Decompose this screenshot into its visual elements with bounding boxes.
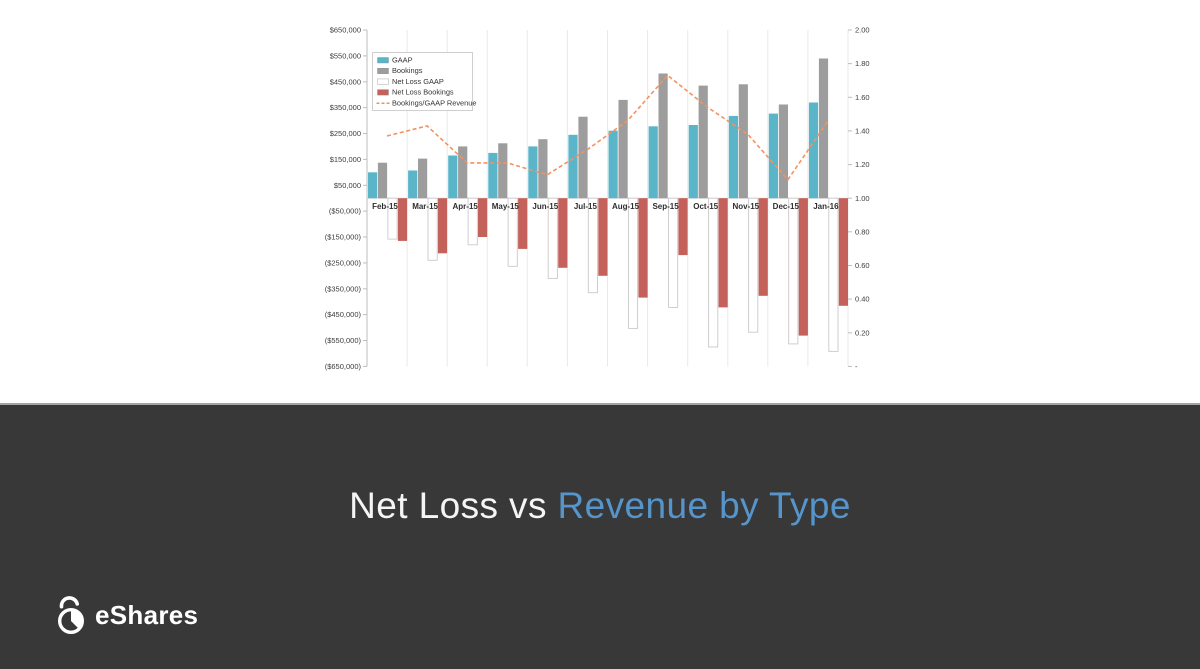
svg-text:May-15: May-15 bbox=[492, 202, 520, 211]
svg-text:Net Loss GAAP: Net Loss GAAP bbox=[392, 77, 444, 86]
brand-name: eShares bbox=[95, 599, 199, 630]
svg-text:1.40: 1.40 bbox=[855, 127, 870, 136]
svg-text:Mar-15: Mar-15 bbox=[412, 202, 438, 211]
svg-text:1.80: 1.80 bbox=[855, 59, 870, 68]
svg-text:$450,000: $450,000 bbox=[330, 77, 361, 86]
svg-text:$250,000: $250,000 bbox=[330, 129, 361, 138]
brand-logo: eShares bbox=[56, 595, 198, 635]
svg-text:-: - bbox=[855, 362, 858, 371]
svg-text:Net Loss Bookings: Net Loss Bookings bbox=[392, 88, 454, 97]
svg-text:$350,000: $350,000 bbox=[330, 103, 361, 112]
svg-text:Nov-15: Nov-15 bbox=[732, 202, 759, 211]
svg-text:Oct-15: Oct-15 bbox=[693, 202, 718, 211]
svg-text:Dec-15: Dec-15 bbox=[773, 202, 800, 211]
svg-text:1.60: 1.60 bbox=[855, 93, 870, 102]
chart-area: Feb-15 Mar-15 Apr-15 May-15 Jun-15 Jul-15 Aug-… bbox=[325, 26, 870, 371]
svg-text:($250,000): ($250,000) bbox=[325, 259, 362, 268]
svg-text:0.20: 0.20 bbox=[855, 328, 870, 337]
svg-text:($450,000): ($450,000) bbox=[325, 310, 362, 319]
svg-text:0.60: 0.60 bbox=[855, 261, 870, 270]
band-divider bbox=[0, 403, 1200, 405]
svg-text:Feb-15: Feb-15 bbox=[372, 202, 398, 211]
svg-text:($350,000): ($350,000) bbox=[325, 284, 362, 293]
svg-text:Apr-15: Apr-15 bbox=[453, 202, 479, 211]
svg-text:GAAP: GAAP bbox=[392, 56, 413, 65]
eshares-lock-icon bbox=[57, 596, 85, 635]
svg-text:($50,000): ($50,000) bbox=[329, 207, 362, 216]
svg-text:Bookings: Bookings bbox=[392, 66, 423, 75]
svg-text:1.20: 1.20 bbox=[855, 160, 870, 169]
svg-text:$650,000: $650,000 bbox=[330, 26, 361, 35]
caption-band: Net Loss vs Revenue by Type eShares bbox=[0, 405, 1200, 669]
svg-text:Jul-15: Jul-15 bbox=[574, 202, 598, 211]
svg-text:Aug-15: Aug-15 bbox=[612, 202, 640, 211]
svg-text:($150,000): ($150,000) bbox=[325, 233, 362, 242]
svg-text:$50,000: $50,000 bbox=[334, 181, 361, 190]
svg-text:0.40: 0.40 bbox=[855, 295, 870, 304]
title-highlight: Revenue by Type bbox=[557, 485, 851, 526]
net-loss-vs-revenue-chart: Feb-15 Mar-15 Apr-15 May-15 Jun-15 Jul-15 Aug-… bbox=[325, 26, 870, 371]
svg-text:($650,000): ($650,000) bbox=[325, 362, 362, 371]
svg-text:Bookings/GAAP Revenue: Bookings/GAAP Revenue bbox=[392, 98, 477, 107]
svg-text:1.00: 1.00 bbox=[855, 194, 870, 203]
svg-text:2.00: 2.00 bbox=[855, 26, 870, 35]
svg-text:$550,000: $550,000 bbox=[330, 52, 361, 61]
svg-text:($550,000): ($550,000) bbox=[325, 336, 362, 345]
svg-text:Jan-16: Jan-16 bbox=[813, 202, 839, 211]
svg-text:Sep-15: Sep-15 bbox=[652, 202, 679, 211]
svg-text:0.80: 0.80 bbox=[855, 227, 870, 236]
svg-text:$150,000: $150,000 bbox=[330, 155, 361, 164]
slide-title: Net Loss vs Revenue by Type bbox=[0, 485, 1200, 527]
title-prefix: Net Loss vs bbox=[349, 485, 558, 526]
svg-text:Jun-15: Jun-15 bbox=[532, 202, 558, 211]
